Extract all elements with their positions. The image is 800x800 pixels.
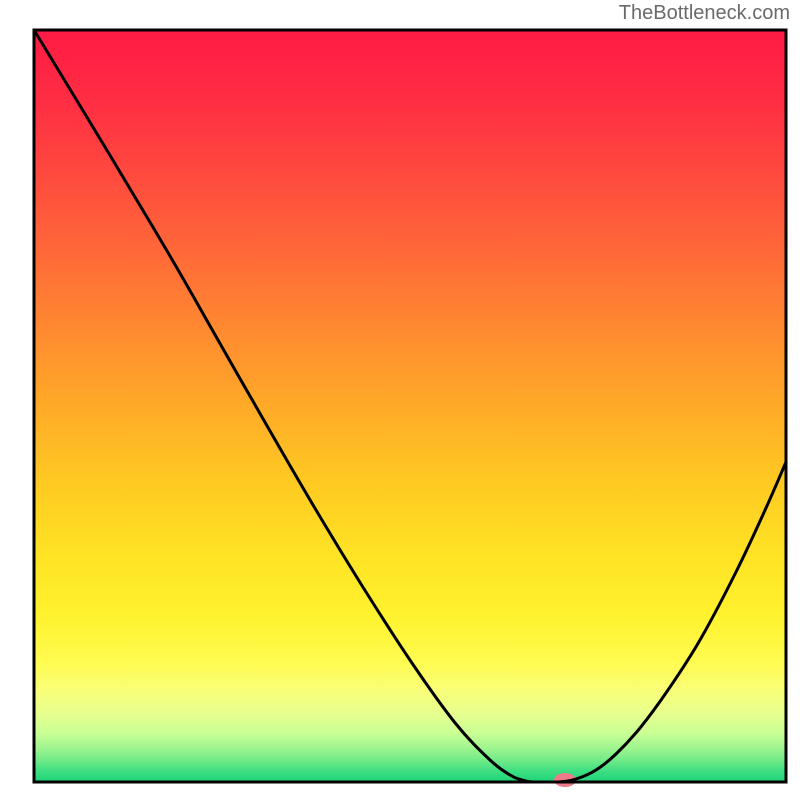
gradient-background: [34, 30, 786, 782]
bottleneck-chart: [0, 0, 800, 800]
watermark-label: TheBottleneck.com: [619, 2, 790, 25]
chart-container: TheBottleneck.com: [0, 0, 800, 800]
